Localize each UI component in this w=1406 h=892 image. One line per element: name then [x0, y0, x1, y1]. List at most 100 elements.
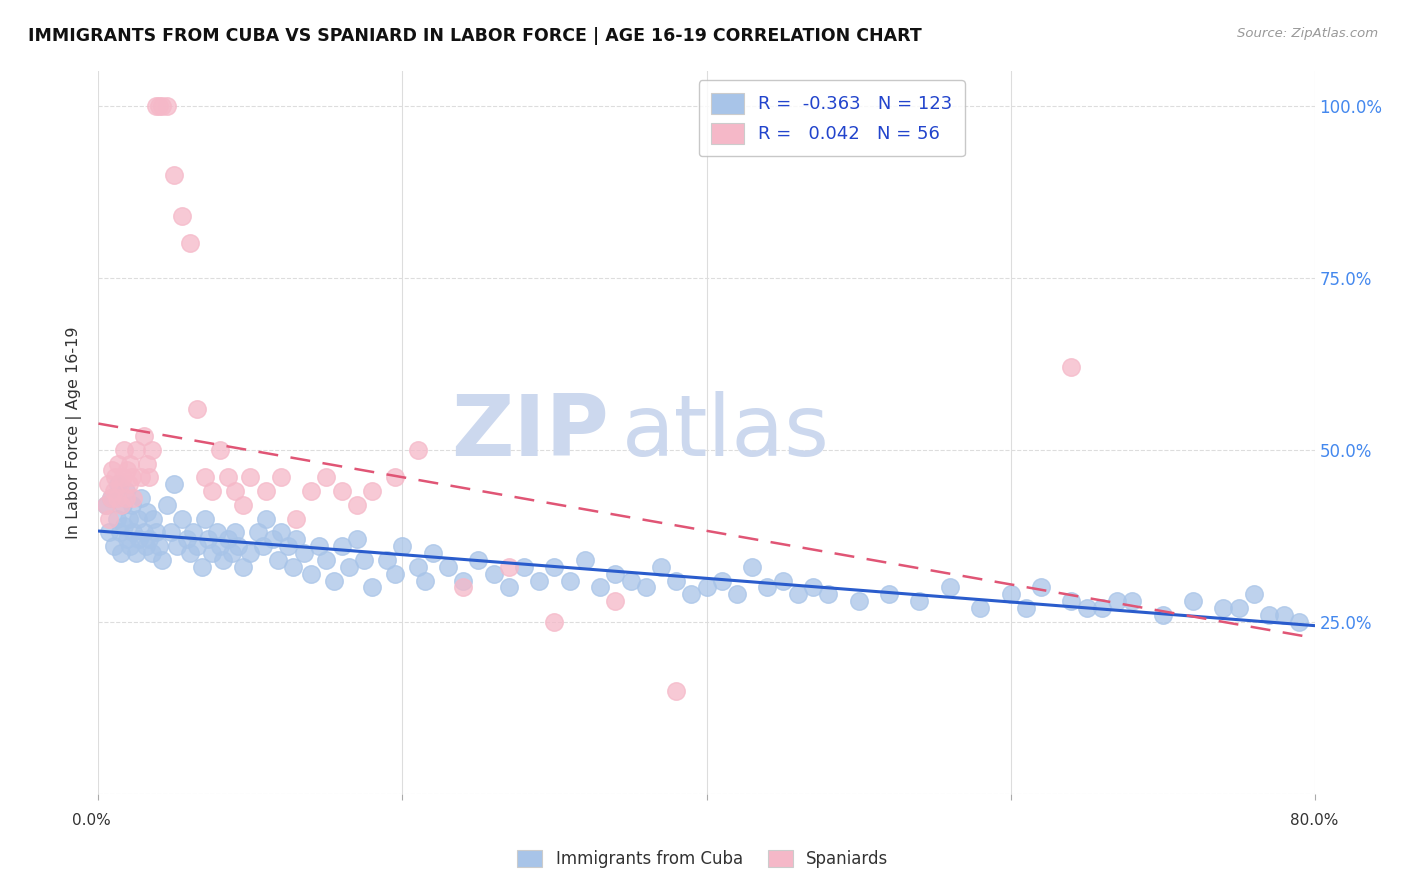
Point: [138, 470, 160, 484]
Point: [315, 553, 337, 567]
Point: [141, 546, 163, 560]
Point: [120, 457, 142, 471]
Point: [170, 511, 193, 525]
Point: [209, 539, 232, 553]
Point: [186, 401, 208, 416]
Point: [384, 470, 406, 484]
Point: [285, 511, 308, 525]
Point: [353, 553, 375, 567]
Point: [337, 559, 360, 574]
Point: [232, 559, 254, 574]
Point: [138, 533, 160, 547]
Point: [605, 566, 627, 581]
Point: [939, 581, 962, 595]
Point: [482, 566, 505, 581]
Point: [1015, 601, 1038, 615]
Point: [529, 574, 551, 588]
Text: IMMIGRANTS FROM CUBA VS SPANIARD IN LABOR FORCE | AGE 16-19 CORRELATION CHART: IMMIGRANTS FROM CUBA VS SPANIARD IN LABO…: [28, 27, 922, 45]
Point: [191, 559, 214, 574]
Point: [94, 498, 117, 512]
Point: [281, 559, 304, 574]
Point: [129, 491, 152, 505]
Point: [1000, 587, 1022, 601]
Point: [1029, 581, 1052, 595]
Point: [105, 511, 128, 525]
Point: [135, 539, 157, 553]
Point: [145, 525, 167, 540]
Point: [120, 539, 142, 553]
Point: [453, 581, 475, 595]
Point: [361, 484, 384, 499]
Point: [125, 442, 148, 457]
Point: [114, 491, 136, 505]
Point: [574, 553, 596, 567]
Point: [1152, 607, 1174, 622]
Point: [558, 574, 581, 588]
Text: ZIP: ZIP: [451, 391, 609, 475]
Point: [254, 511, 277, 525]
Point: [166, 539, 188, 553]
Point: [315, 470, 337, 484]
Point: [1076, 601, 1098, 615]
Point: [107, 457, 129, 471]
Point: [665, 574, 688, 588]
Point: [186, 539, 208, 553]
Point: [224, 525, 246, 540]
Point: [285, 533, 308, 547]
Point: [114, 484, 136, 499]
Point: [437, 559, 460, 574]
Point: [117, 533, 139, 547]
Point: [406, 442, 429, 457]
Point: [650, 559, 672, 574]
Point: [498, 559, 520, 574]
Point: [453, 574, 475, 588]
Point: [217, 533, 239, 547]
Point: [112, 442, 135, 457]
Point: [1258, 607, 1281, 622]
Point: [112, 518, 135, 533]
Point: [110, 498, 132, 512]
Point: [129, 470, 152, 484]
Point: [212, 553, 235, 567]
Text: 80.0%: 80.0%: [1291, 814, 1339, 828]
Point: [181, 525, 204, 540]
Point: [346, 533, 368, 547]
Point: [201, 546, 224, 560]
Point: [308, 539, 330, 553]
Point: [406, 559, 429, 574]
Point: [156, 99, 179, 113]
Point: [361, 581, 384, 595]
Point: [817, 587, 839, 601]
Point: [121, 470, 143, 484]
Point: [267, 553, 290, 567]
Point: [141, 442, 163, 457]
Point: [145, 99, 167, 113]
Point: [1182, 594, 1205, 608]
Point: [725, 587, 748, 601]
Point: [262, 533, 284, 547]
Text: Source: ZipAtlas.com: Source: ZipAtlas.com: [1237, 27, 1378, 40]
Point: [254, 484, 277, 499]
Point: [176, 533, 198, 547]
Point: [247, 525, 270, 540]
Legend: Immigrants from Cuba, Spaniards: Immigrants from Cuba, Spaniards: [510, 843, 896, 875]
Point: [239, 546, 262, 560]
Point: [543, 559, 565, 574]
Point: [224, 484, 246, 499]
Point: [132, 429, 155, 443]
Point: [104, 470, 127, 484]
Point: [467, 553, 489, 567]
Point: [150, 553, 173, 567]
Point: [111, 498, 134, 512]
Point: [384, 566, 406, 581]
Point: [848, 594, 870, 608]
Point: [96, 477, 118, 491]
Point: [1212, 601, 1234, 615]
Point: [163, 477, 186, 491]
Point: [1243, 587, 1265, 601]
Point: [277, 539, 299, 553]
Point: [132, 525, 155, 540]
Point: [498, 581, 520, 595]
Point: [252, 539, 274, 553]
Point: [125, 546, 148, 560]
